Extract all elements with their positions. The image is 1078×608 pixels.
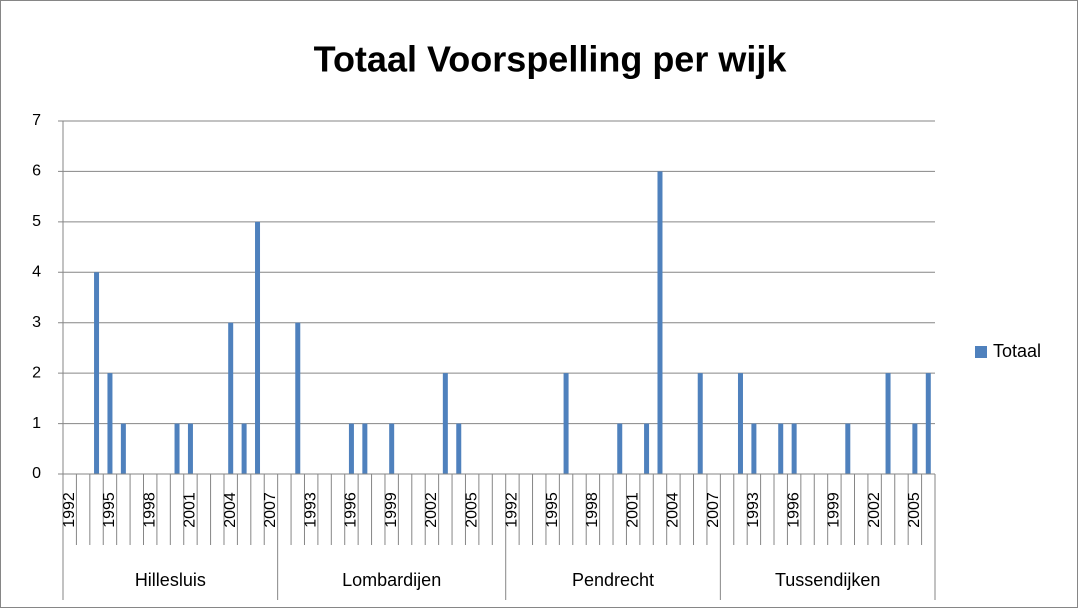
y-tick-label: 6 [32,163,41,180]
bar [174,423,180,474]
x-tick-label: 1996 [785,492,802,528]
x-tick-label: 2001 [182,492,199,528]
bar [94,272,100,474]
legend-label: Totaal [993,341,1041,361]
y-tick-label: 3 [32,314,41,331]
x-tick-label: 1993 [302,492,319,528]
y-tick-label: 4 [32,264,41,281]
group-label: Lombardijen [342,570,441,590]
bar [657,171,663,474]
bar [456,423,462,474]
bar [751,423,757,474]
x-tick-label: 1993 [745,492,762,528]
y-tick-label: 2 [32,364,41,381]
x-tick-label: 1996 [343,492,360,528]
x-tick-label: 2007 [705,492,722,528]
bar [563,373,569,474]
x-tick-label: 2004 [222,492,239,528]
bar [389,423,395,474]
group-label: Hillesluis [135,570,206,590]
y-tick-label: 7 [32,112,41,129]
bar [791,423,797,474]
x-tick-label: 1992 [504,492,521,528]
bar [295,322,301,474]
bar [255,221,261,474]
bar [362,423,368,474]
x-tick-label: 2007 [262,492,279,528]
bar [241,423,247,474]
x-tick-label: 1995 [101,492,118,528]
x-tick-label: 2002 [866,492,883,528]
bar [348,423,354,474]
x-tick-label: 1999 [826,492,843,528]
x-tick-label: 1992 [61,492,78,528]
bar [617,423,623,474]
bar [107,373,113,474]
group-label: Tussendijken [775,570,880,590]
bar [912,423,918,474]
x-tick-label: 1998 [141,492,158,528]
y-tick-label: 5 [32,213,41,230]
bar [845,423,851,474]
bar [737,373,743,474]
x-tick-label: 1995 [544,492,561,528]
x-tick-label: 1999 [383,492,400,528]
x-tick-label: 2005 [906,492,923,528]
x-tick-label: 2001 [624,492,641,528]
bar [442,373,448,474]
bar [697,373,703,474]
x-tick-label: 2005 [463,492,480,528]
chart-title: Totaal Voorspelling per wijk [314,39,788,80]
legend-swatch [975,346,987,358]
group-label: Pendrecht [572,570,654,590]
bar [228,322,234,474]
bar [925,373,931,474]
y-tick-label: 0 [32,465,41,482]
bar [778,423,784,474]
bar [120,423,126,474]
y-tick-label: 1 [32,415,41,432]
x-tick-label: 2004 [665,492,682,528]
bar [644,423,650,474]
bar [187,423,193,474]
x-tick-label: 2002 [423,492,440,528]
bar [885,373,891,474]
x-tick-label: 1998 [584,492,601,528]
